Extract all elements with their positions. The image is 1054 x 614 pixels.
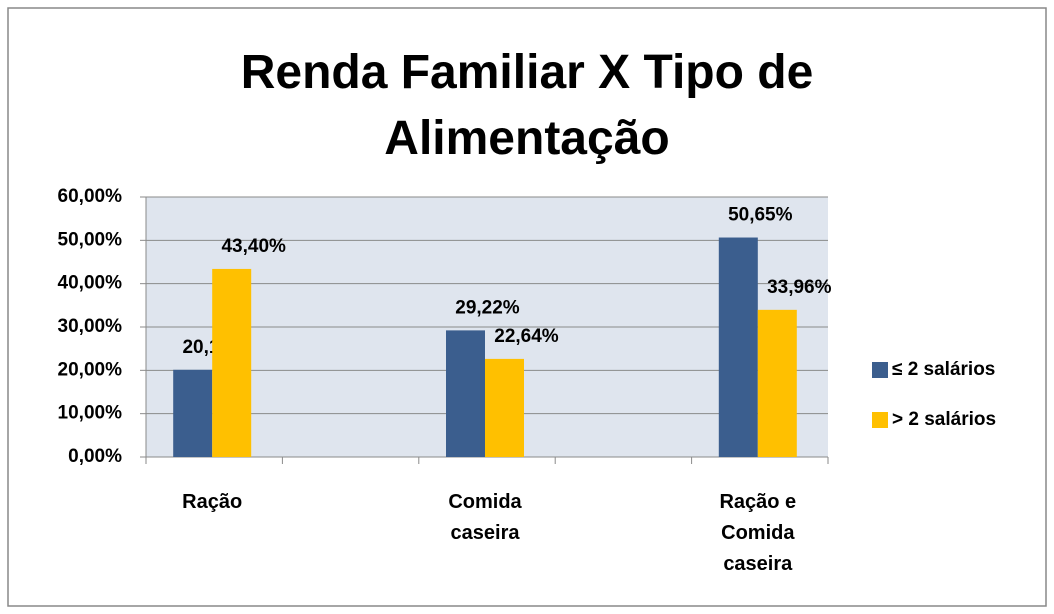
x-tick-label: Ração <box>182 491 243 513</box>
data-label: 22,64% <box>494 326 559 347</box>
y-tick-label: 60,00% <box>58 186 123 207</box>
y-tick-label: 0,00% <box>68 446 122 467</box>
y-tick-label: 40,00% <box>58 273 123 294</box>
legend-label: > 2 salários <box>892 409 996 430</box>
bar <box>173 369 213 457</box>
legend-swatch <box>872 362 888 378</box>
x-tick-label: Ração e Comida caseira <box>719 491 797 575</box>
data-label: 50,65% <box>728 205 793 226</box>
bar <box>446 330 485 457</box>
data-label: 33,96% <box>767 277 832 298</box>
bar <box>757 309 797 457</box>
data-label: 29,22% <box>455 297 520 318</box>
bar <box>718 237 758 457</box>
legend-swatch <box>872 412 888 428</box>
legend-label: ≤ 2 salários <box>892 359 995 380</box>
x-tick-label: Comida caseira <box>448 491 522 544</box>
y-tick-label: 50,00% <box>58 229 123 250</box>
y-tick-label: 10,00% <box>58 403 123 424</box>
bar <box>212 268 252 457</box>
bar <box>485 358 524 457</box>
y-tick-label: 30,00% <box>58 316 123 337</box>
y-tick-label: 20,00% <box>58 359 123 380</box>
chart-title: Renda Familiar X Tipo de Alimentação <box>240 46 814 165</box>
data-label: 43,40% <box>221 236 286 257</box>
